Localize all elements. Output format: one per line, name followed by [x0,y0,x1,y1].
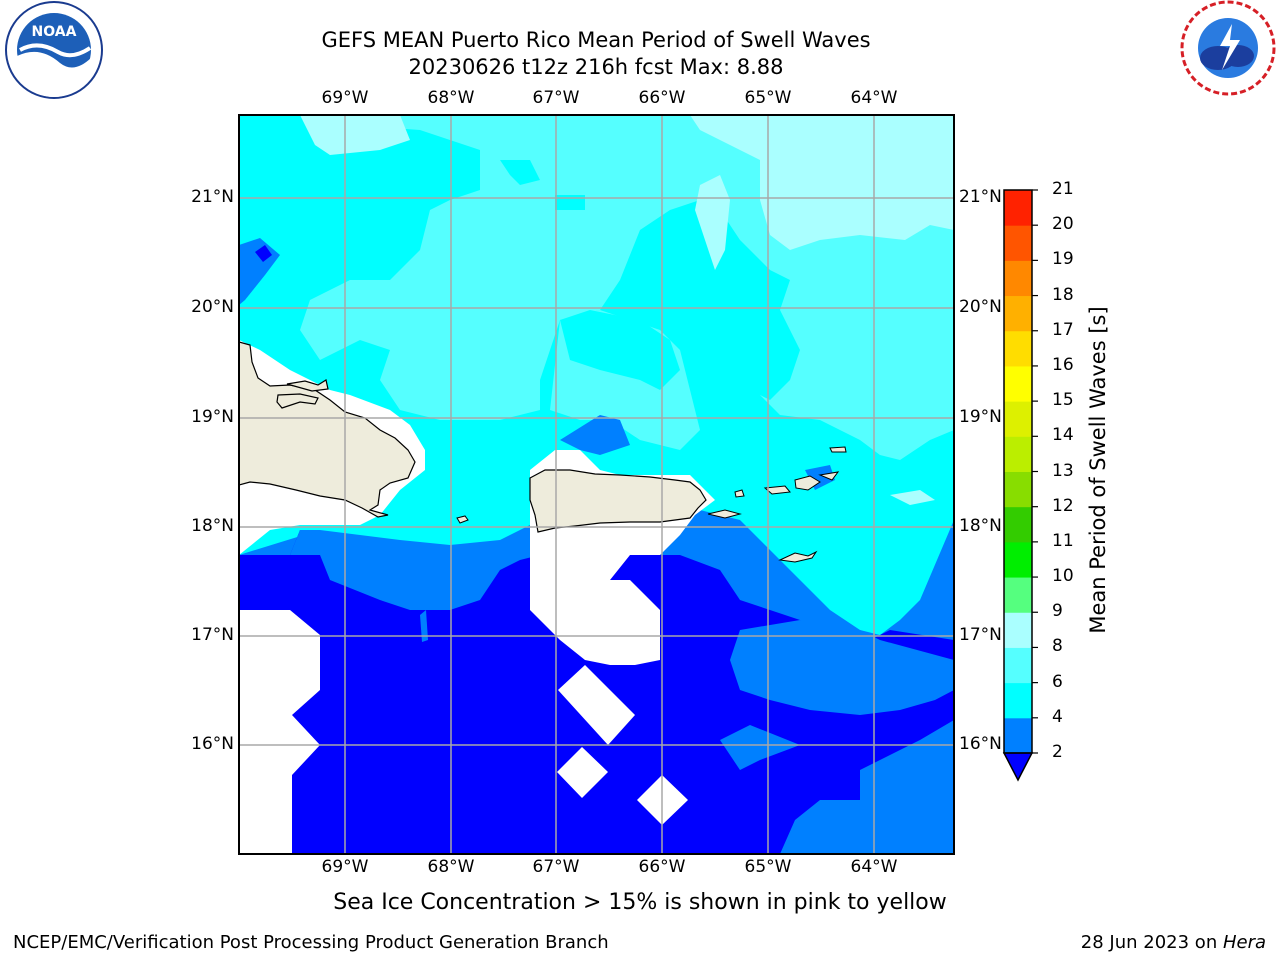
lat-label-left-20n: 20°N [191,297,234,317]
colorbar-tick-label: 13 [1052,460,1074,481]
lon-label-bottom-65w: 65°W [744,857,792,877]
noaa-logo-text: NOAA [32,24,77,40]
colorbar-tick-label: 8 [1052,636,1063,657]
colorbar-tick-label: 14 [1052,425,1074,446]
land-hispaniola [239,341,416,518]
lon-label-top-65w: 65°W [744,88,792,108]
footer-date: 28 Jun 2023 on Hera [1081,932,1266,953]
colorbar-tick-label: 11 [1052,530,1074,551]
lat-label-right-17n: 17°N [959,625,1002,645]
lat-label-left-19n: 19°N [191,407,234,427]
map-subtitle: 20230626 t12z 216h fcst Max: 8.88 [408,55,784,79]
land-st-croix [778,550,818,563]
lat-label-left-17n: 17°N [191,625,234,645]
lon-label-top-69w: 69°W [321,88,369,108]
lat-label-right-20n: 20°N [959,297,1002,317]
lat-label-left-18n: 18°N [191,516,234,536]
nws-logo [1180,0,1276,96]
colorbar-tick-label: 21 [1052,179,1074,199]
colorbar-tick-label: 19 [1052,249,1074,270]
colorbar-tick-label: 10 [1052,566,1074,587]
colorbar-tick-label: 2 [1052,742,1063,762]
colorbar-tick-label: 17 [1052,319,1074,340]
lon-label-bottom-66w: 66°W [638,857,686,877]
footer-machine: Hera [1222,932,1266,953]
lat-label-left-21n: 21°N [191,187,234,207]
lat-label-right-19n: 19°N [959,407,1002,427]
lat-label-right-18n: 18°N [959,516,1002,536]
lon-label-top-68w: 68°W [427,88,475,108]
lon-label-bottom-67w: 67°W [532,857,580,877]
lat-label-right-16n: 16°N [959,734,1002,754]
colorbar-tick-label: 16 [1052,354,1074,375]
lon-label-bottom-68w: 68°W [427,857,475,877]
lon-label-top-66w: 66°W [638,88,686,108]
sea-ice-note: Sea Ice Concentration > 15% is shown in … [333,890,947,915]
colorbar-label: Mean Period of Swell Waves [s] [1086,306,1110,634]
lon-label-top-67w: 67°W [532,88,580,108]
map-area [239,115,954,854]
masked-region-west [239,610,320,854]
colorbar-tick-label: 9 [1052,601,1063,622]
lon-label-bottom-69w: 69°W [321,857,369,877]
colorbar-tick-label: 12 [1052,495,1074,516]
lat-label-right-21n: 21°N [959,187,1002,207]
colorbar-tick-label: 15 [1052,390,1074,411]
lon-label-top-64w: 64°W [850,88,898,108]
colorbar-tick-label: 6 [1052,671,1063,692]
colorbar-tick-label: 18 [1052,284,1074,305]
lon-label-bottom-64w: 64°W [850,857,898,877]
band-9-10-region [690,115,954,250]
footer-credit: NCEP/EMC/Verification Post Processing Pr… [13,932,609,953]
graticule [239,115,954,854]
colorbar-tick-label: 20 [1052,214,1074,235]
footer-date-text: 28 Jun 2023 on [1080,932,1223,953]
noaa-logo: NOAA [5,1,103,99]
map-title: GEFS MEAN Puerto Rico Mean Period of Swe… [321,28,871,52]
lat-label-left-16n: 16°N [191,734,234,754]
map-frame [238,114,955,855]
colorbar-tick-label: 4 [1052,706,1063,727]
